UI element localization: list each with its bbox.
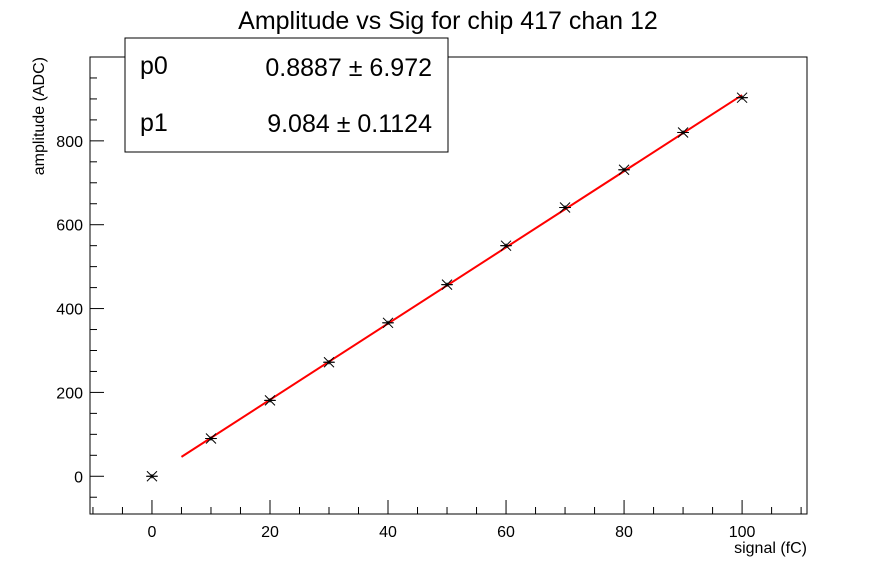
x-tick-label: 60 bbox=[497, 524, 515, 541]
data-point bbox=[441, 279, 453, 291]
y-tick-label: 600 bbox=[56, 218, 83, 235]
data-point bbox=[323, 356, 335, 368]
x-tick-label: 0 bbox=[148, 524, 157, 541]
data-point bbox=[677, 127, 689, 138]
p1-value: 9.084 ± 0.1124 bbox=[267, 110, 432, 138]
fit-line bbox=[180, 94, 743, 458]
data-point bbox=[618, 164, 630, 176]
y-tick-label: 800 bbox=[56, 134, 83, 151]
y-axis-label: amplitude (ADC) bbox=[31, 57, 48, 175]
p0-value: 0.8887 ± 6.972 bbox=[265, 54, 432, 82]
y-tick-label: 400 bbox=[56, 302, 83, 319]
x-axis: 0 20 40 60 80 100 bbox=[92, 500, 802, 541]
data-point bbox=[146, 470, 158, 482]
x-tick-label: 40 bbox=[379, 524, 397, 541]
p0-label: p0 bbox=[140, 52, 168, 80]
data-point bbox=[500, 240, 512, 252]
data-point bbox=[205, 433, 217, 444]
x-tick-label: 100 bbox=[729, 524, 756, 541]
y-tick-label: 0 bbox=[74, 469, 83, 486]
data-point bbox=[382, 317, 394, 329]
y-tick-label: 200 bbox=[56, 385, 83, 402]
data-point bbox=[736, 92, 748, 104]
fit-stats-frame bbox=[124, 37, 449, 153]
p1-label: p1 bbox=[140, 109, 168, 137]
chart-title: Amplitude vs Sig for chip 417 chan 12 bbox=[238, 7, 658, 35]
x-tick-label: 20 bbox=[261, 524, 279, 541]
data-point bbox=[559, 202, 571, 213]
data-point bbox=[264, 395, 276, 406]
y-axis: 0 200 400 600 800 bbox=[56, 56, 104, 498]
data-points bbox=[146, 92, 748, 482]
x-axis-label: signal (fC) bbox=[734, 540, 807, 557]
x-tick-label: 80 bbox=[615, 524, 633, 541]
fit-stats-box: p0 0.8887 ± 6.972 p1 9.084 ± 0.1124 bbox=[124, 37, 449, 153]
